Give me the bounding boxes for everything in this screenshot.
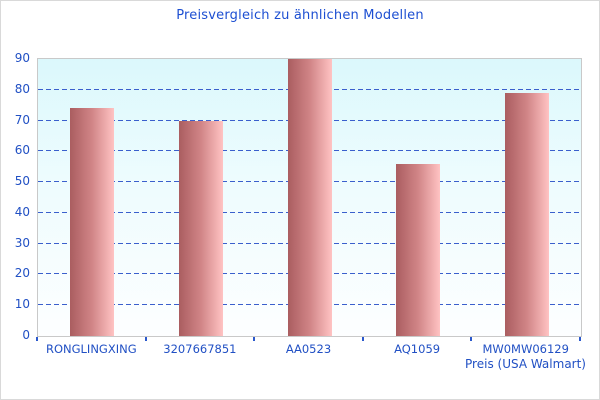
x-category-label-3207667851: 3207667851 [163, 342, 237, 356]
x-category-label-AQ1059: AQ1059 [394, 342, 441, 356]
x-boundary-tick [361, 337, 364, 341]
bar-AA0523 [287, 59, 332, 336]
y-tick-label-10: 10 [14, 297, 30, 312]
y-tick-label-90: 90 [14, 51, 30, 65]
y-tick-label-80: 80 [14, 81, 30, 96]
y-tick-label-30: 30 [14, 235, 30, 250]
x-category-label-RONGLINGXING: RONGLINGXING [45, 342, 137, 356]
bar-MW0MW06129 [504, 92, 549, 336]
x-category-label-AA0523: AA0523 [285, 342, 332, 356]
plot-area [37, 58, 582, 337]
bar-3207667851 [178, 120, 223, 336]
y-tick-label-20: 20 [14, 266, 30, 281]
chart-title: Preisvergleich zu ähnlichen Modellen [176, 8, 424, 23]
y-tick-label-70: 70 [14, 112, 30, 127]
x-boundary-tick [36, 337, 38, 341]
y-tick-label-40: 40 [14, 204, 30, 219]
x-category-label-MW0MW06129: MW0MW06129 [482, 342, 569, 356]
y-tick-label-50: 50 [14, 174, 30, 189]
bar-RONGLINGXING [70, 108, 115, 336]
bar-AQ1059 [396, 163, 441, 336]
x-axis-title: Preis (USA Walmart) [465, 357, 586, 371]
x-boundary-tick [253, 337, 256, 341]
y-tick-label-0: 0 [22, 328, 30, 342]
x-boundary-tick [470, 337, 473, 341]
x-boundary-tick [579, 337, 581, 341]
x-boundary-tick [144, 337, 147, 341]
y-tick-label-60: 60 [14, 143, 30, 158]
